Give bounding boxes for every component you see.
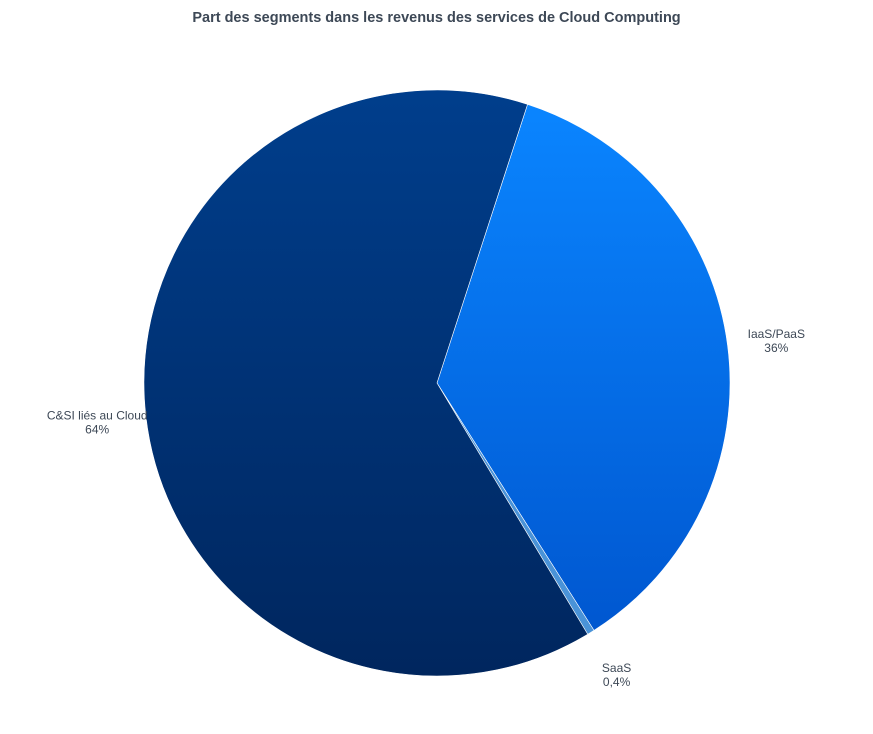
- pie-slice-c-si-li-s-au-cloud[interactable]: [143, 89, 589, 677]
- slice-label-name: SaaS: [602, 661, 631, 675]
- pie-slice-iaas-paas[interactable]: [436, 103, 731, 631]
- pie-slices: [143, 89, 731, 677]
- slice-label-iaas-paas: IaaS/PaaS 36%: [748, 327, 805, 355]
- slice-label-percent: 0,4%: [603, 675, 631, 689]
- slice-label-saas: SaaS 0,4%: [602, 661, 631, 689]
- chart-title: Part des segments dans les revenus des s…: [192, 10, 681, 26]
- slice-label-name: IaaS/PaaS: [748, 327, 805, 341]
- slice-label-c-si-li-s-au-cloud: C&SI liés au Cloud 64%: [47, 409, 148, 437]
- pie-labels: IaaS/PaaS 36% SaaS 0,4% C&SI liés au Cloud 64…: [47, 327, 805, 689]
- slice-label-percent: 36%: [764, 341, 788, 355]
- slice-label-percent: 64%: [85, 423, 109, 437]
- slice-label-name: C&SI liés au Cloud: [47, 409, 148, 423]
